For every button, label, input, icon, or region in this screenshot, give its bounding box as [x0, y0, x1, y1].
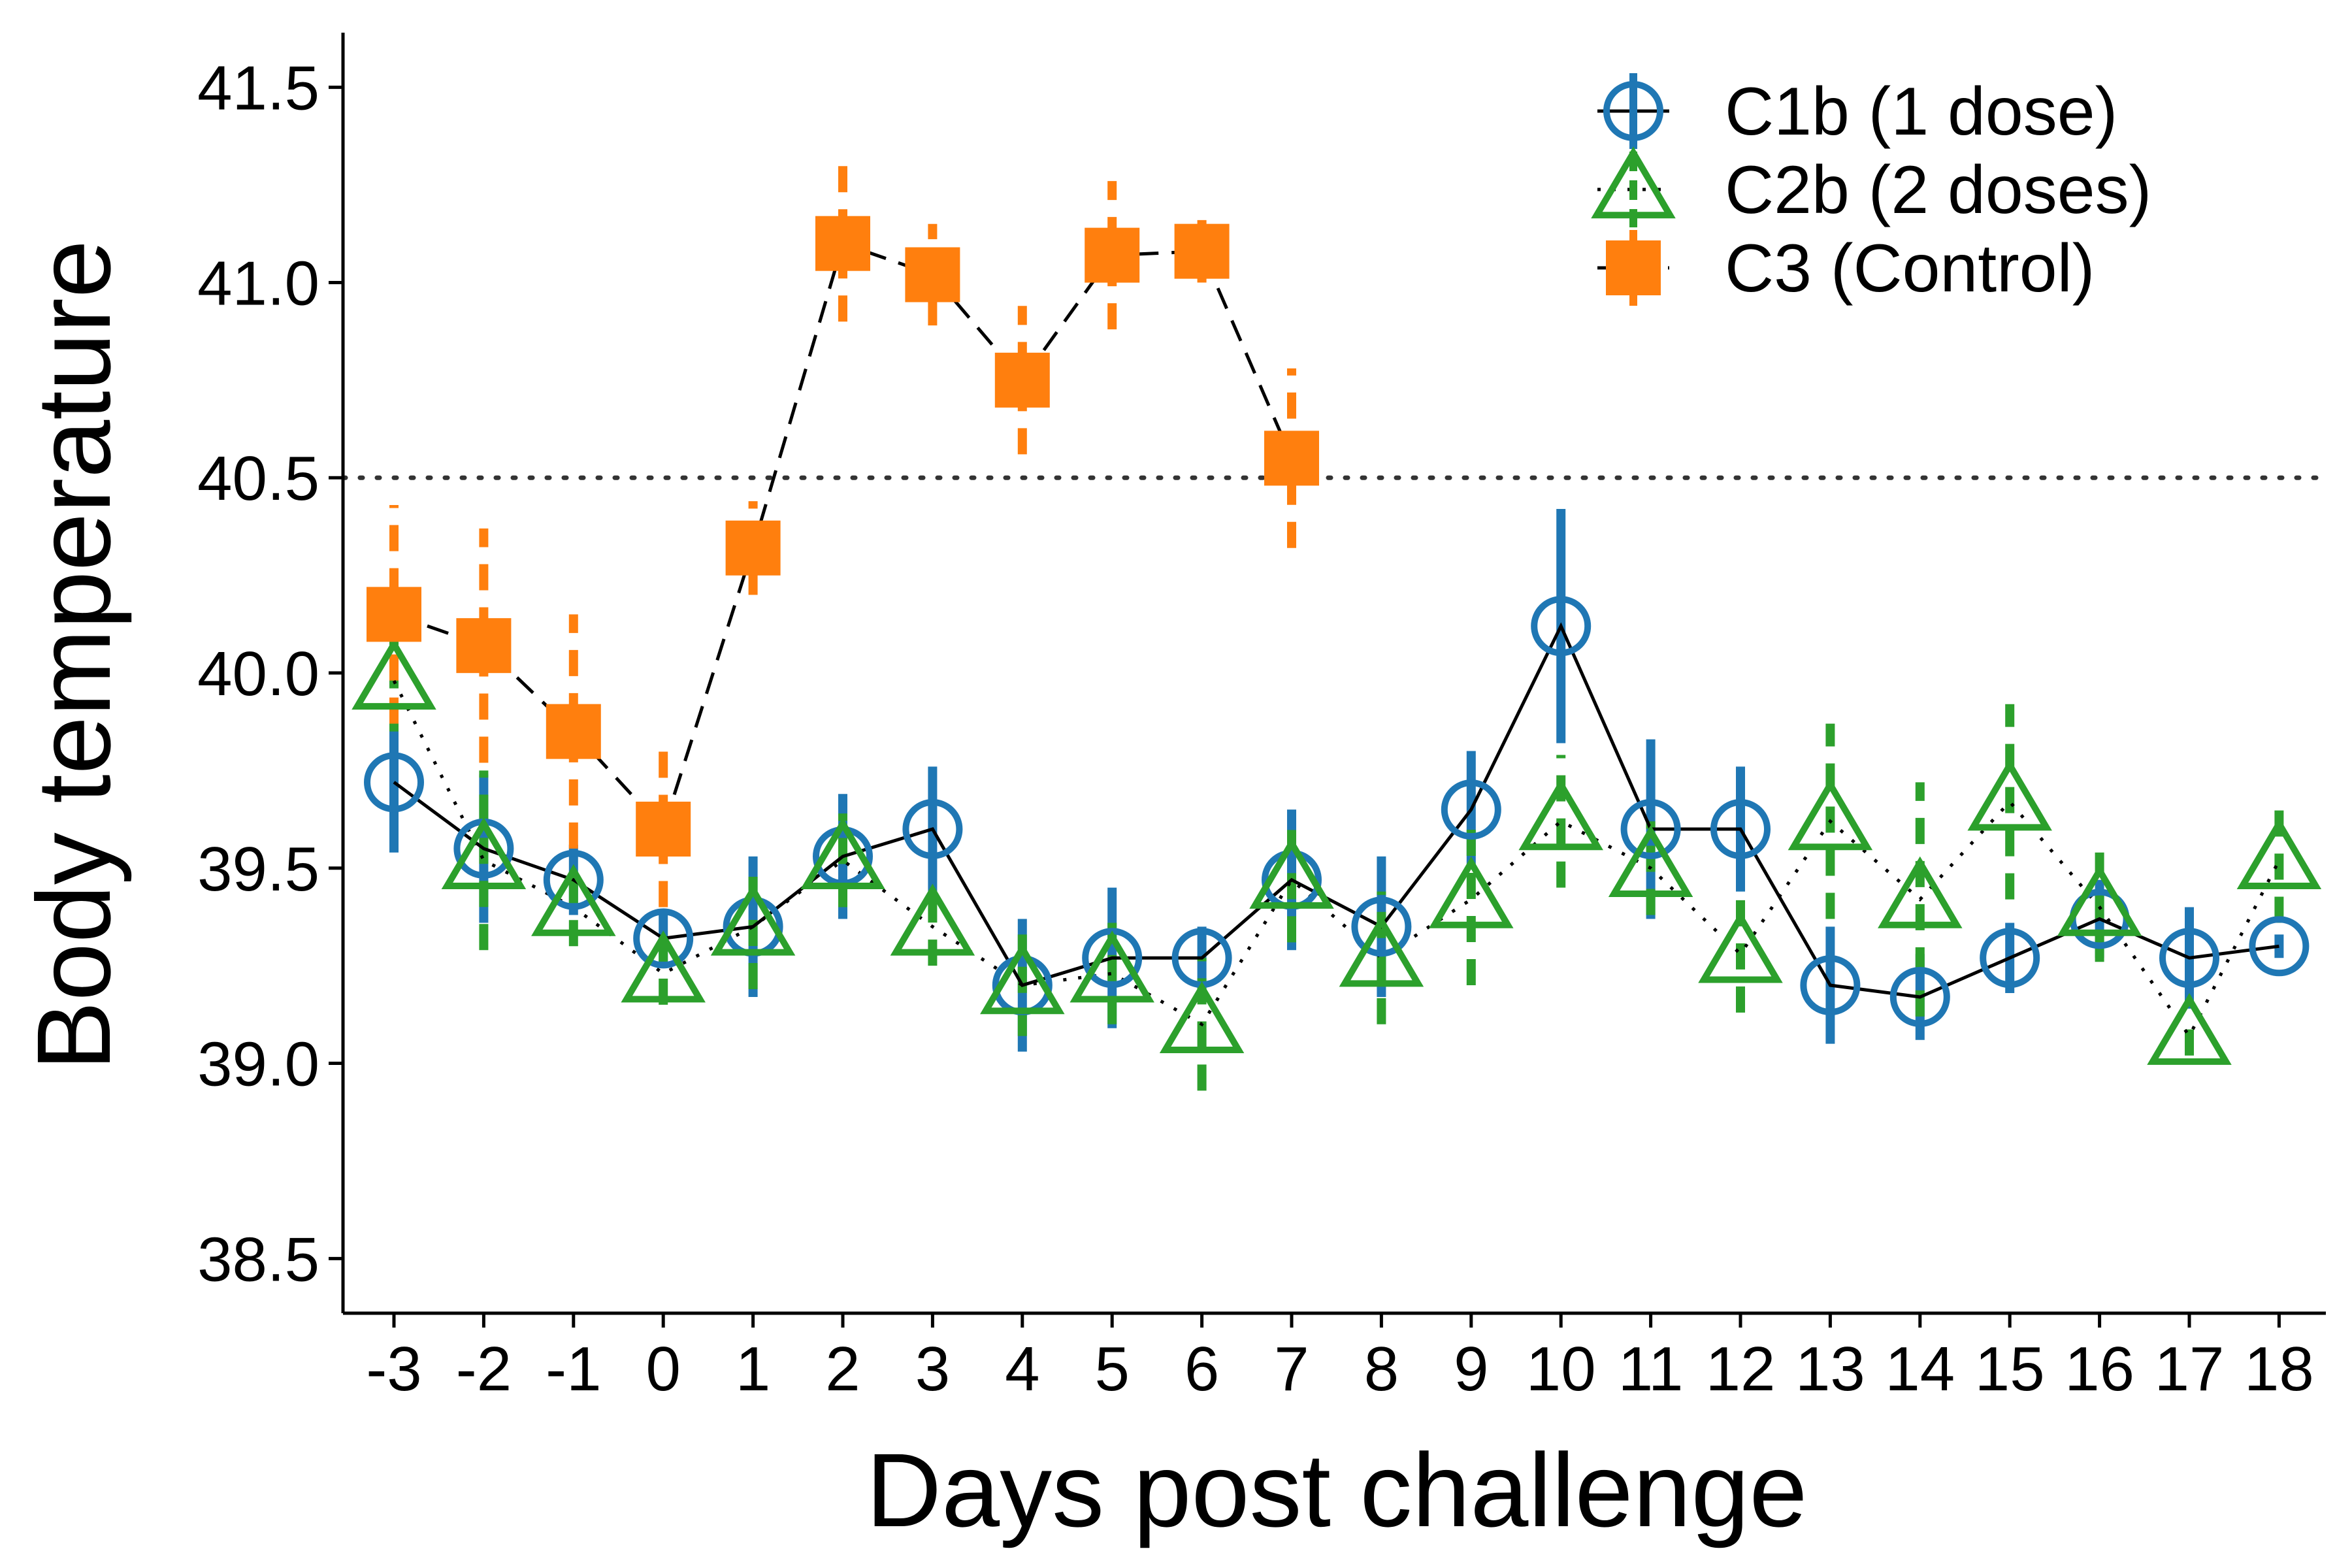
data-point-triangle-series-1-10 — [1249, 836, 1334, 909]
y-tick-label-4: 40.5 — [197, 444, 319, 514]
data-point-square-series-2-10 — [1264, 431, 1319, 486]
x-tick-label-21: 18 — [2244, 1334, 2314, 1404]
data-point-circle-series-0-17 — [1889, 966, 1950, 1027]
y-axis-title: Body temperature — [15, 240, 132, 1071]
x-tick-label-2: -1 — [546, 1334, 601, 1404]
data-point-square-series-2-5 — [815, 216, 870, 271]
x-tick-label-8: 5 — [1095, 1334, 1130, 1404]
axes-layer — [329, 33, 2326, 1328]
x-tick-label-12: 9 — [1454, 1334, 1488, 1404]
data-point-circle-series-0-16 — [1800, 955, 1861, 1016]
x-tick-label-15: 12 — [1706, 1334, 1776, 1404]
legend-label-2: C3 (Control) — [1725, 231, 2095, 306]
data-point-circle-series-0-3 — [633, 908, 694, 969]
legend-entry-0: C1b (1 dose) — [1597, 73, 2117, 150]
data-point-circle-series-0-2 — [543, 849, 604, 910]
legend-entry-1: C2b (2 doses) — [1591, 146, 2151, 228]
data-point-triangle-series-1-12 — [1429, 856, 1514, 928]
x-tick-label-17: 14 — [1885, 1334, 1955, 1404]
x-tick-label-10: 7 — [1274, 1334, 1309, 1404]
data-point-triangle-series-1-13 — [1518, 778, 1603, 851]
x-tick-label-5: 2 — [825, 1334, 860, 1404]
legend-key-marker-1 — [1591, 146, 1676, 219]
legend-label-0: C1b (1 dose) — [1725, 74, 2117, 150]
data-point-triangle-series-1-5 — [800, 817, 885, 890]
data-point-triangle-series-1-3 — [621, 930, 706, 1003]
x-tick-label-18: 15 — [1975, 1334, 2045, 1404]
data-point-triangle-series-1-6 — [890, 883, 975, 956]
legend-entry-2: C3 (Control) — [1597, 230, 2095, 306]
data-point-circle-series-0-0 — [364, 752, 424, 813]
x-tick-label-7: 4 — [1005, 1334, 1039, 1404]
legend-label-1: C2b (2 doses) — [1725, 152, 2151, 228]
y-tick-label-1: 39.0 — [197, 1030, 319, 1100]
x-tick-label-13: 10 — [1526, 1334, 1596, 1404]
legend-key-marker-0 — [1603, 81, 1663, 141]
x-tick-label-20: 17 — [2155, 1334, 2225, 1404]
data-point-triangle-series-1-11 — [1339, 915, 1424, 987]
y-tick-label-0: 38.5 — [197, 1224, 319, 1294]
y-tick-label-5: 41.0 — [197, 248, 319, 318]
data-point-square-series-2-9 — [1174, 223, 1230, 279]
data-point-triangle-series-1-2 — [531, 864, 616, 936]
x-tick-label-14: 11 — [1618, 1334, 1684, 1404]
data-point-square-series-2-6 — [905, 247, 960, 302]
data-point-triangle-series-1-19 — [2057, 864, 2142, 936]
data-point-triangle-series-1-20 — [2147, 992, 2232, 1065]
data-point-circle-series-0-13 — [1531, 596, 1592, 657]
data-point-square-series-2-3 — [636, 802, 691, 857]
data-point-square-series-2-1 — [456, 618, 512, 674]
x-tick-label-6: 3 — [915, 1334, 950, 1404]
data-point-triangle-series-1-17 — [1878, 856, 1963, 928]
x-tick-label-4: 1 — [736, 1334, 770, 1404]
data-point-triangle-series-1-8 — [1070, 930, 1154, 1003]
x-axis-title: Days post challenge — [866, 1431, 1808, 1548]
y-tick-label-2: 39.5 — [197, 834, 319, 904]
markers-layer — [351, 216, 2322, 1065]
data-point-circle-series-0-18 — [1980, 928, 2040, 988]
x-tick-label-0: -3 — [366, 1334, 421, 1404]
data-point-circle-series-0-12 — [1441, 779, 1501, 840]
data-point-triangle-series-1-0 — [351, 638, 436, 710]
x-tick-label-3: 0 — [646, 1334, 681, 1404]
data-point-triangle-series-1-4 — [710, 883, 796, 956]
data-point-triangle-series-1-1 — [441, 817, 527, 890]
data-point-square-series-2-2 — [546, 704, 601, 759]
data-point-square-series-2-7 — [994, 352, 1050, 408]
data-point-triangle-series-1-7 — [980, 942, 1065, 1015]
data-point-triangle-series-1-16 — [1788, 778, 1873, 851]
data-point-square-series-2-8 — [1085, 227, 1140, 283]
x-tick-label-16: 13 — [1795, 1334, 1865, 1404]
legend: C1b (1 dose)C2b (2 doses)C3 (Control) — [1591, 73, 2151, 306]
data-point-square-series-2-4 — [725, 520, 781, 576]
data-point-triangle-series-1-21 — [2236, 817, 2322, 890]
tick-labels-layer: 38.539.039.540.040.541.041.5-3 -2 -1 0 1 2 3 4 5… — [197, 54, 2314, 1404]
data-point-circle-series-0-15 — [1710, 799, 1771, 860]
data-point-circle-series-0-14 — [1620, 799, 1681, 860]
data-point-circle-series-0-11 — [1351, 896, 1412, 957]
data-point-triangle-series-1-15 — [1698, 911, 1783, 983]
data-point-circle-series-0-21 — [2249, 916, 2310, 977]
x-tick-label-1: -2 — [456, 1334, 512, 1404]
data-point-circle-series-0-6 — [902, 799, 963, 860]
data-point-square-series-2-0 — [367, 587, 421, 642]
series-line-circle-series-0 — [393, 622, 2279, 999]
legend-key-marker-2 — [1606, 240, 1661, 295]
x-tick-label-19: 16 — [2065, 1334, 2134, 1404]
data-point-triangle-series-1-9 — [1159, 981, 1245, 1054]
y-tick-label-3: 40.0 — [197, 639, 319, 709]
data-point-triangle-series-1-14 — [1608, 825, 1693, 897]
y-tick-label-6: 41.5 — [197, 54, 319, 123]
data-point-triangle-series-1-18 — [1967, 759, 2052, 831]
x-tick-label-11: 8 — [1364, 1334, 1399, 1404]
data-point-circle-series-0-20 — [2159, 928, 2219, 988]
x-tick-label-9: 6 — [1184, 1334, 1219, 1404]
